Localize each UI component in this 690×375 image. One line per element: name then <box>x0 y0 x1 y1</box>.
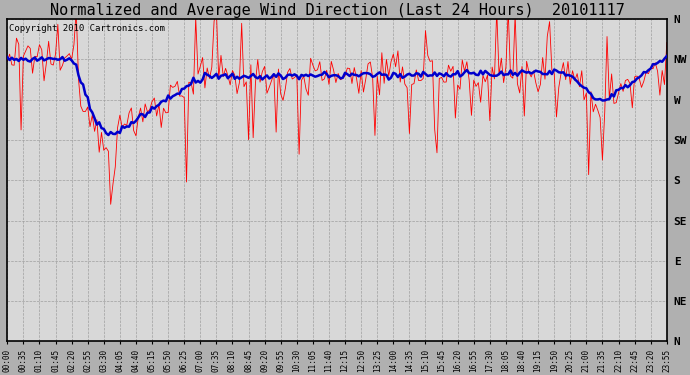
Text: Copyright 2010 Cartronics.com: Copyright 2010 Cartronics.com <box>9 24 165 33</box>
Title: Normalized and Average Wind Direction (Last 24 Hours)  20101117: Normalized and Average Wind Direction (L… <box>50 3 624 18</box>
